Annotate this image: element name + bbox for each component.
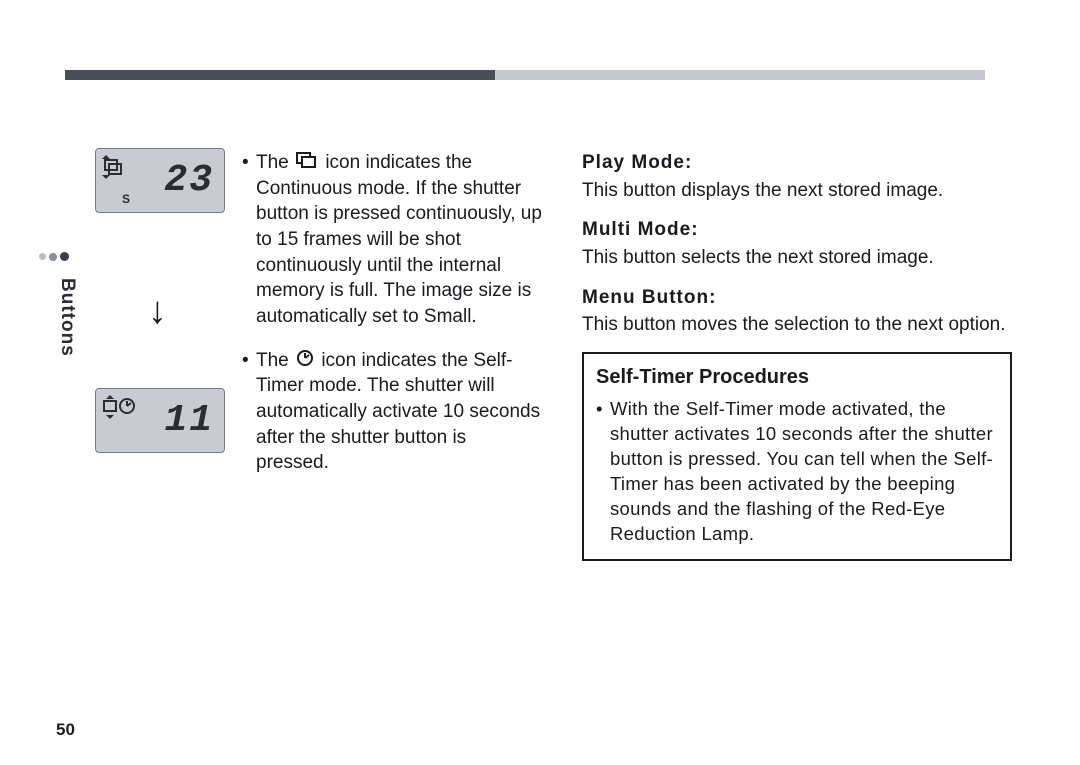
header-bar [65, 70, 985, 80]
self-timer-icon [296, 348, 314, 374]
header-bar-light [495, 70, 985, 80]
lcd-display-selftimer: 11 [95, 388, 225, 453]
lcd-sub-label: S [122, 192, 130, 206]
menu-button-text: This button moves the selection to the n… [582, 312, 1012, 338]
right-column: Play Mode: This button displays the next… [582, 150, 1012, 561]
header-bar-dark [65, 70, 495, 80]
box-title: Self-Timer Procedures [596, 364, 998, 391]
menu-button-block: Menu Button: This button moves the selec… [582, 285, 1012, 338]
lcd-display-continuous: S 23 [95, 148, 225, 213]
left-column: • The icon indicates the Continuous mode… [242, 150, 542, 494]
bullet-continuous-mode: • The icon indicates the Continuous mode… [242, 150, 542, 330]
text-fragment: The [256, 152, 294, 173]
multi-mode-block: Multi Mode: This button selects the next… [582, 217, 1012, 270]
multi-mode-text: This button selects the next stored imag… [582, 245, 1012, 271]
lcd-icons [102, 395, 136, 421]
side-dot-indicator [39, 252, 69, 261]
bullet-selftimer-mode: • The icon indicates the Self-Timer mode… [242, 348, 542, 476]
play-mode-title: Play Mode: [582, 150, 1012, 176]
self-timer-procedures-box: Self-Timer Procedures • With the Self-Ti… [582, 352, 1012, 561]
continuous-mode-icon [296, 150, 318, 176]
down-arrow-icon: ↓ [148, 290, 167, 333]
lcd-icons [102, 155, 130, 181]
text-fragment: The [256, 350, 294, 371]
multi-mode-title: Multi Mode: [582, 217, 1012, 243]
page-number: 50 [56, 720, 75, 740]
lcd-value: 23 [164, 159, 214, 202]
play-mode-text: This button displays the next stored ima… [582, 178, 1012, 204]
play-mode-block: Play Mode: This button displays the next… [582, 150, 1012, 203]
section-label: Buttons [56, 278, 78, 357]
text-fragment: icon indicates the Continuous mode. If t… [256, 152, 542, 327]
menu-button-title: Menu Button: [582, 285, 1012, 311]
lcd-value: 11 [164, 399, 214, 442]
box-text: With the Self-Timer mode activated, the … [610, 397, 998, 547]
